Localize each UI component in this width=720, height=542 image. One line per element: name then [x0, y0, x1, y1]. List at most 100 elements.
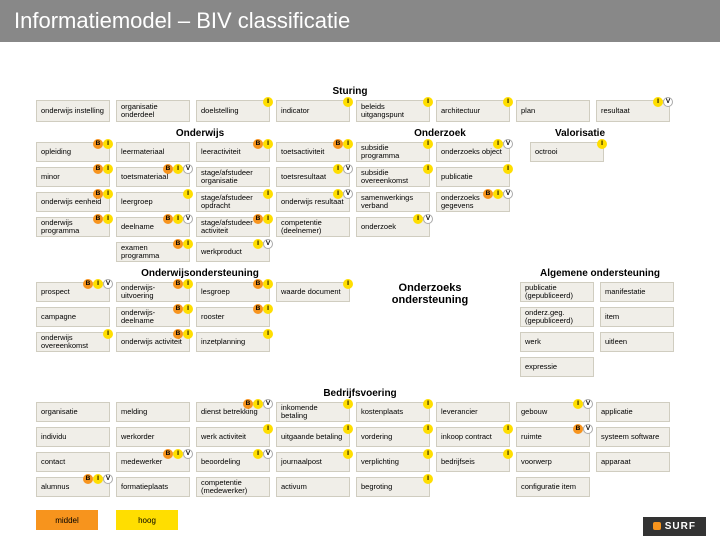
- tag-I: I: [343, 449, 353, 459]
- cell-b18: medewerkerBIV: [116, 452, 190, 472]
- tag-I: I: [183, 239, 193, 249]
- page-title: Informatiemodel – BIV classificatie: [0, 0, 720, 42]
- tag-I: I: [503, 449, 513, 459]
- tag-I: I: [103, 329, 113, 339]
- cell-b7: gebouwIV: [516, 402, 590, 422]
- tag-I: I: [343, 139, 353, 149]
- cell-o18: werkproductIV: [196, 242, 270, 262]
- tag-I: I: [103, 214, 113, 224]
- tag-I: I: [263, 214, 273, 224]
- tag-B: B: [173, 239, 183, 249]
- cell-b12: uitgaande betalingI: [276, 427, 350, 447]
- cell-a4: item: [600, 307, 674, 327]
- cell-o8: toetsresultaatIV: [276, 167, 350, 187]
- tag-V: V: [183, 449, 193, 459]
- tag-I: I: [183, 304, 193, 314]
- cell-o15: stage/afstudeer activiteitBI: [196, 217, 270, 237]
- tag-B: B: [173, 329, 183, 339]
- cell-c3: doelstellingI: [196, 100, 270, 122]
- tag-I: I: [653, 97, 663, 107]
- cell-u1: prospectBIV: [36, 282, 110, 302]
- tag-I: I: [413, 214, 423, 224]
- cell-c1: onderwijs instelling: [36, 100, 110, 122]
- cell-o3: leeractiviteitBI: [196, 142, 270, 162]
- cell-b15: ruimteBV: [516, 427, 590, 447]
- tag-V: V: [183, 214, 193, 224]
- cell-a3: onderz.geg. (gepubliceerd): [520, 307, 594, 327]
- tag-V: V: [263, 399, 273, 409]
- section-bedrijfsvoering: Bedrijfsvoering: [290, 388, 430, 399]
- tag-I: I: [253, 449, 263, 459]
- tag-I: I: [333, 189, 343, 199]
- cell-z7: onderzoekIV: [356, 217, 430, 237]
- cell-z5: samenwerkings verband: [356, 192, 430, 212]
- tag-B: B: [333, 139, 343, 149]
- tag-I: I: [183, 329, 193, 339]
- section-onderwijsondersteuning: Onderwijsondersteuning: [110, 268, 290, 279]
- cell-c5: beleids uitgangspuntI: [356, 100, 430, 122]
- cell-o14: deelnameBIV: [116, 217, 190, 237]
- tag-I: I: [423, 424, 433, 434]
- tag-V: V: [103, 474, 113, 484]
- cell-b9: individu: [36, 427, 110, 447]
- tag-I: I: [103, 164, 113, 174]
- tag-B: B: [93, 139, 103, 149]
- cell-b14: inkoop contractI: [436, 427, 510, 447]
- tag-I: I: [343, 399, 353, 409]
- cell-u7: roosterBI: [196, 307, 270, 327]
- cell-a1: publicatie (gepubliceerd): [520, 282, 594, 302]
- tag-I: I: [93, 474, 103, 484]
- section-onderzoeksondersteuning: Onderzoeks ondersteuning: [370, 282, 490, 306]
- cell-b26: formatieplaats: [116, 477, 190, 497]
- tag-V: V: [503, 189, 513, 199]
- tag-I: I: [263, 97, 273, 107]
- tag-I: I: [103, 139, 113, 149]
- cell-b25: alumnusBIV: [36, 477, 110, 497]
- tag-I: I: [493, 139, 503, 149]
- cell-b22: bedrijfseisI: [436, 452, 510, 472]
- tag-I: I: [93, 279, 103, 289]
- cell-c4: indicatorI: [276, 100, 350, 122]
- cell-o1: opleidingBI: [36, 142, 110, 162]
- cell-b6: leverancier: [436, 402, 510, 422]
- cell-o16: competentie (deelnemer): [276, 217, 350, 237]
- section-sturing: Sturing: [300, 86, 400, 97]
- cell-u5: campagne: [36, 307, 110, 327]
- tag-I: I: [423, 449, 433, 459]
- cell-z4: publicatieI: [436, 167, 510, 187]
- tag-B: B: [163, 214, 173, 224]
- tag-I: I: [597, 139, 607, 149]
- cell-z3: subsidie overeenkomstI: [356, 167, 430, 187]
- tag-B: B: [243, 399, 253, 409]
- cell-b24: apparaat: [596, 452, 670, 472]
- cell-b5: kostenplaatsI: [356, 402, 430, 422]
- cell-v1: octrooiI: [530, 142, 604, 162]
- cell-o2: leermateriaal: [116, 142, 190, 162]
- tag-I: I: [253, 239, 263, 249]
- cell-o10: leergroepI: [116, 192, 190, 212]
- tag-B: B: [173, 279, 183, 289]
- tag-I: I: [173, 214, 183, 224]
- tag-B: B: [253, 139, 263, 149]
- cell-b20: journaalpostI: [276, 452, 350, 472]
- cell-o7: stage/afstudeer organisatie: [196, 167, 270, 187]
- cell-b30: configuratie item: [516, 477, 590, 497]
- tag-I: I: [263, 189, 273, 199]
- cell-c7: plan: [516, 100, 590, 122]
- tag-I: I: [333, 164, 343, 174]
- tag-V: V: [343, 164, 353, 174]
- tag-B: B: [83, 474, 93, 484]
- tag-I: I: [263, 139, 273, 149]
- cell-o4: toetsactiviteitBI: [276, 142, 350, 162]
- cell-b3: dienst betrekkingBIV: [196, 402, 270, 422]
- cell-c8: resultaatIV: [596, 100, 670, 122]
- cell-u3: lesgroepBI: [196, 282, 270, 302]
- cell-o12: onderwijs resultaatIV: [276, 192, 350, 212]
- tag-V: V: [263, 449, 273, 459]
- cell-b21: verplichtingI: [356, 452, 430, 472]
- tag-B: B: [83, 279, 93, 289]
- cell-z6: onderzoeks gegevensBIV: [436, 192, 510, 212]
- tag-B: B: [253, 214, 263, 224]
- legend-middel: middel: [36, 510, 98, 530]
- tag-I: I: [423, 97, 433, 107]
